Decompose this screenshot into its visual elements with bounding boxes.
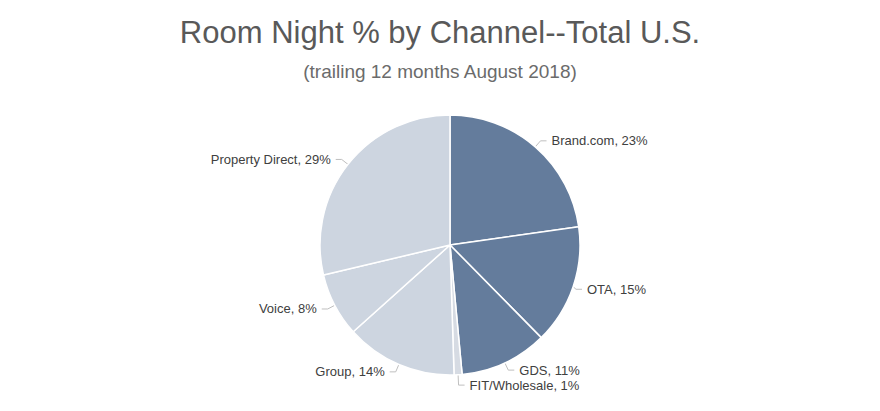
svg-text:Voice, 8%: Voice, 8% <box>259 301 317 316</box>
svg-text:Group, 14%: Group, 14% <box>315 364 385 379</box>
svg-text:(trailing 12 months August 201: (trailing 12 months August 2018) <box>303 61 577 82</box>
svg-text:FIT/Wholesale, 1%: FIT/Wholesale, 1% <box>470 378 580 393</box>
svg-text:Property Direct, 29%: Property Direct, 29% <box>211 152 331 167</box>
svg-text:OTA, 15%: OTA, 15% <box>587 282 646 297</box>
svg-text:Room Night % by Channel--Total: Room Night % by Channel--Total U.S. <box>180 15 700 50</box>
svg-text:Brand.com, 23%: Brand.com, 23% <box>552 133 649 148</box>
svg-text:GDS, 11%: GDS, 11% <box>519 363 580 378</box>
